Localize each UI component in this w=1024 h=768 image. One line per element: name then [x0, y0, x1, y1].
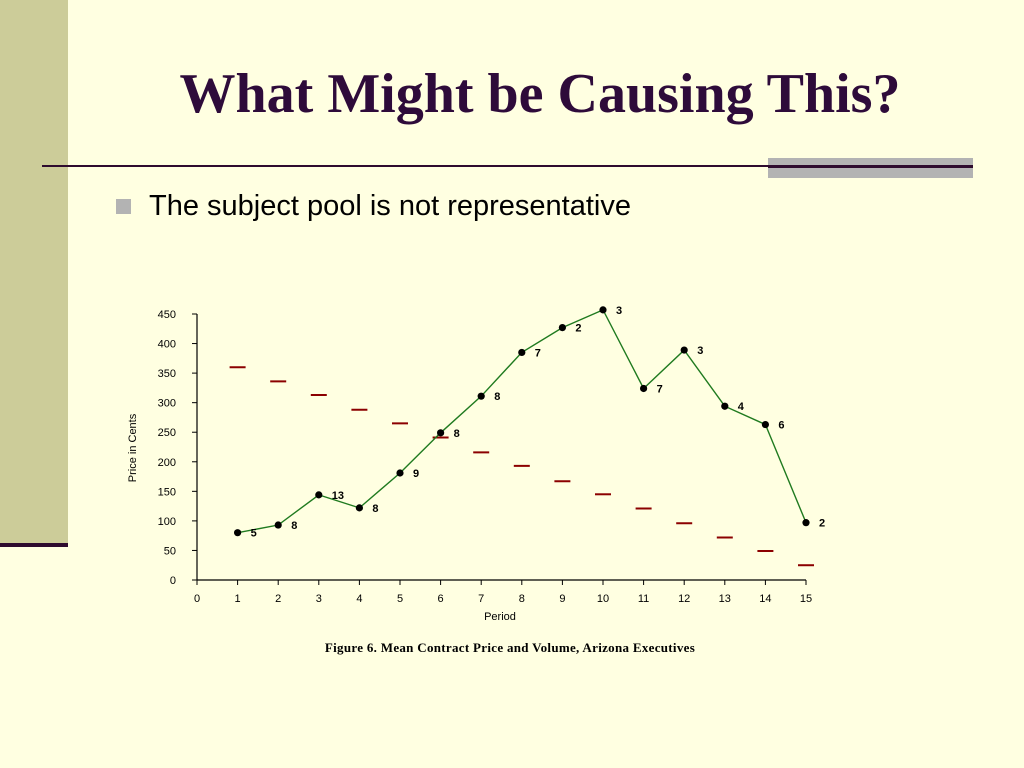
- x-tick-label: 4: [356, 593, 362, 605]
- x-tick-label: 0: [194, 593, 200, 605]
- dash-series: [229, 366, 814, 567]
- slide-title: What Might be Causing This?: [179, 63, 901, 125]
- y-tick-label: 100: [158, 516, 176, 528]
- point-label: 13: [332, 490, 344, 502]
- price-point: [802, 519, 810, 527]
- y-axis-label: Price in Cents: [127, 413, 139, 482]
- x-tick-label: 12: [678, 593, 690, 605]
- x-tick-label: 10: [597, 593, 609, 605]
- price-point: [761, 420, 770, 429]
- title-rule: [42, 165, 972, 167]
- x-tick-label: 3: [316, 593, 322, 605]
- title-accent-bar: [768, 158, 973, 178]
- point-label: 8: [291, 520, 297, 532]
- point-label: 4: [738, 401, 745, 413]
- y-tick-label: 50: [164, 545, 176, 557]
- price-point: [640, 384, 648, 393]
- price-point: [396, 469, 404, 477]
- price-line: [237, 308, 807, 534]
- point-label: 2: [819, 518, 825, 530]
- point-label: 8: [372, 503, 378, 515]
- price-point: [680, 346, 688, 354]
- left-decor-band: [0, 0, 68, 545]
- x-tick-label: 2: [275, 593, 281, 605]
- x-tick-label: 15: [800, 593, 812, 605]
- price-point: [274, 521, 282, 529]
- point-label: 5: [251, 528, 257, 540]
- price-point: [599, 306, 607, 314]
- point-label: 7: [535, 347, 541, 359]
- price-point: [234, 529, 242, 537]
- y-tick-label: 0: [170, 575, 176, 587]
- price-point: [518, 348, 526, 357]
- point-label: 9: [413, 468, 419, 480]
- y-tick-label: 400: [158, 339, 176, 351]
- bullet-text: The subject pool is not representative: [149, 190, 631, 222]
- point-label: 2: [575, 323, 581, 335]
- price-point: [558, 323, 567, 332]
- y-tick-label: 350: [158, 368, 176, 380]
- point-label: 8: [494, 391, 500, 403]
- y-tick-label: 250: [158, 427, 176, 439]
- x-tick-label: 9: [559, 593, 565, 605]
- x-tick-label: 1: [235, 593, 241, 605]
- left-decor-line: [0, 543, 68, 547]
- price-point: [355, 504, 363, 512]
- figure-caption: Figure 6. Mean Contract Price and Volume…: [324, 640, 696, 655]
- price-point: [315, 491, 323, 499]
- point-label: 6: [778, 420, 784, 432]
- price-point: [477, 392, 485, 400]
- price-series: 5 8 13 8 9 8 8 7 2 3 7 3 4 6 2: [234, 305, 825, 540]
- x-tick-label: 7: [478, 593, 484, 605]
- price-point: [721, 402, 729, 410]
- x-tick-label: 11: [638, 593, 649, 605]
- x-tick-label: 13: [719, 593, 731, 605]
- title-accent-line: [768, 165, 973, 168]
- bullet-square-icon: [116, 199, 131, 214]
- y-tick-label: 150: [158, 486, 176, 498]
- x-tick-label: 8: [519, 593, 525, 605]
- x-tick-label: 5: [397, 593, 403, 605]
- point-label: 3: [697, 345, 703, 357]
- y-tick-label: 300: [158, 398, 176, 410]
- x-tick-label: 14: [759, 593, 771, 605]
- point-label: 3: [616, 305, 622, 317]
- price-point: [437, 429, 445, 437]
- x-axis-label: Period: [484, 611, 516, 623]
- y-tick-label: 200: [158, 457, 176, 469]
- y-tick-label: 450: [158, 309, 176, 321]
- bullet-item: The subject pool is not representative: [116, 190, 631, 223]
- x-tick-label: 6: [438, 593, 444, 605]
- point-label: 7: [657, 383, 663, 395]
- point-label: 8: [454, 428, 460, 440]
